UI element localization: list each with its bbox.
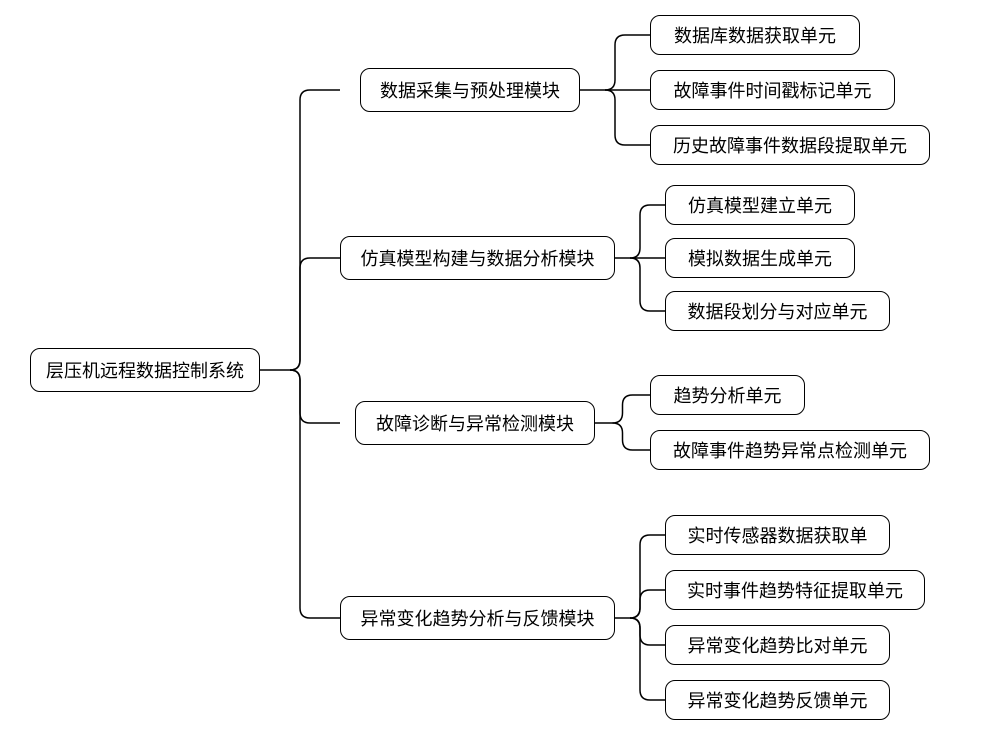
module-node: 数据采集与预处理模块 [360, 68, 580, 112]
unit-node: 实时传感器数据获取单 [665, 515, 890, 555]
unit-node: 数据库数据获取单元 [650, 15, 860, 55]
unit-node: 模拟数据生成单元 [665, 238, 855, 278]
root-node: 层压机远程数据控制系统 [30, 348, 260, 392]
unit-node: 历史故障事件数据段提取单元 [650, 125, 930, 165]
unit-node: 异常变化趋势反馈单元 [665, 680, 890, 720]
unit-node: 故障事件时间戳标记单元 [650, 70, 895, 110]
unit-node: 仿真模型建立单元 [665, 185, 855, 225]
unit-node: 实时事件趋势特征提取单元 [665, 570, 925, 610]
unit-node: 异常变化趋势比对单元 [665, 625, 890, 665]
module-node: 异常变化趋势分析与反馈模块 [340, 596, 615, 640]
unit-node: 故障事件趋势异常点检测单元 [650, 430, 930, 470]
unit-node: 趋势分析单元 [650, 375, 805, 415]
module-node: 故障诊断与异常检测模块 [355, 401, 595, 445]
tree-diagram: 层压机远程数据控制系统 数据采集与预处理模块 数据库数据获取单元故障事件时间戳标记单… [0, 0, 1000, 746]
unit-node: 数据段划分与对应单元 [665, 291, 890, 331]
module-node: 仿真模型构建与数据分析模块 [340, 236, 615, 280]
